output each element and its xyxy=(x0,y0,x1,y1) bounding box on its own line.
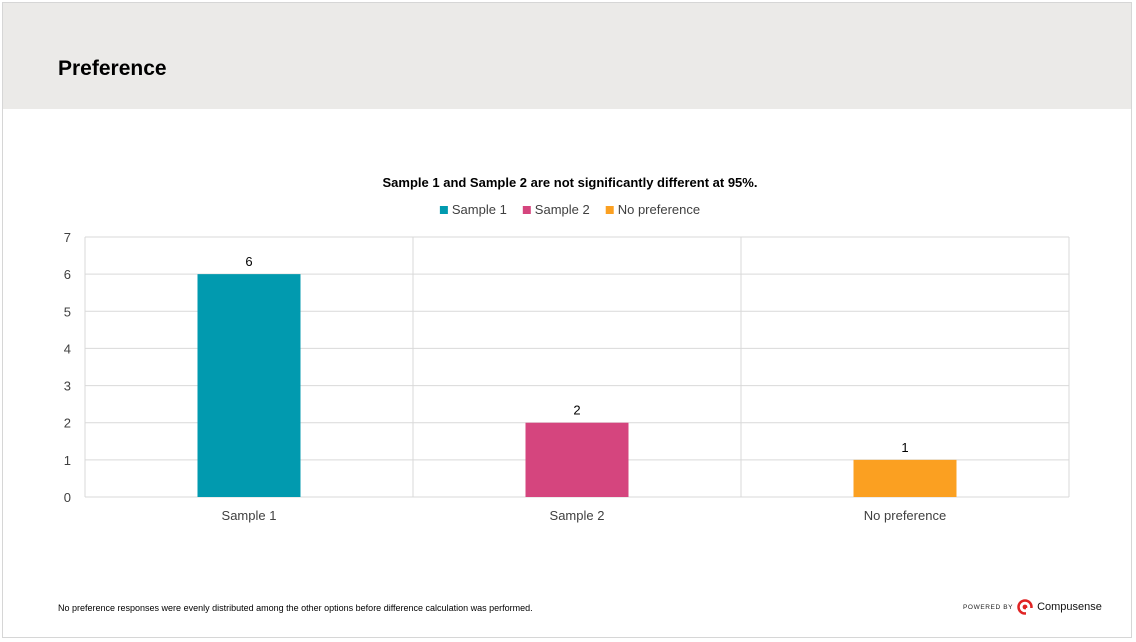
chart-bars: 6 2 1 xyxy=(197,254,957,497)
footnote: No preference responses were evenly dist… xyxy=(58,603,533,613)
y-tick-label: 7 xyxy=(64,230,71,245)
y-tick-label: 3 xyxy=(64,379,71,394)
x-axis: Sample 1 Sample 2 No preference xyxy=(222,508,947,523)
legend-label: No preference xyxy=(618,202,700,217)
compusense-logo-icon xyxy=(1017,599,1034,615)
legend-swatch xyxy=(605,206,614,214)
x-tick-label: Sample 1 xyxy=(222,508,277,523)
x-tick-label: No preference xyxy=(864,508,946,523)
bar xyxy=(853,459,957,497)
legend-item: Sample 1 xyxy=(439,202,507,217)
page-title: Preference xyxy=(58,57,167,80)
y-tick-label: 5 xyxy=(64,304,71,319)
y-tick-label: 6 xyxy=(64,267,71,282)
data-label: 6 xyxy=(245,254,252,269)
chart-legend: Sample 1 Sample 2 No preference xyxy=(439,202,700,217)
powered-by-badge: POWERED BY Compusense xyxy=(963,599,1102,615)
brand-name: Compusense xyxy=(1037,601,1102,613)
y-tick-label: 2 xyxy=(64,416,71,431)
legend-swatch xyxy=(522,206,531,214)
legend-item: Sample 2 xyxy=(522,202,590,217)
legend-item: No preference xyxy=(605,202,700,217)
bar xyxy=(525,422,629,497)
y-tick-label: 1 xyxy=(64,453,71,468)
x-tick-label: Sample 2 xyxy=(550,508,605,523)
legend-swatch xyxy=(439,206,448,214)
data-label: 2 xyxy=(573,403,580,418)
legend-label: Sample 1 xyxy=(452,202,507,217)
data-label: 1 xyxy=(901,440,908,455)
y-tick-label: 4 xyxy=(64,341,71,356)
powered-by-label: POWERED BY xyxy=(963,603,1014,611)
legend-label: Sample 2 xyxy=(535,202,590,217)
preference-bar-chart: Sample 1 and Sample 2 are not significan… xyxy=(64,175,1070,523)
chart-title: Sample 1 and Sample 2 are not significan… xyxy=(383,175,758,190)
y-tick-label: 0 xyxy=(64,490,71,505)
bar xyxy=(197,274,301,497)
y-axis: 0 1 2 3 4 5 6 7 xyxy=(64,230,71,505)
header-band xyxy=(3,3,1131,109)
